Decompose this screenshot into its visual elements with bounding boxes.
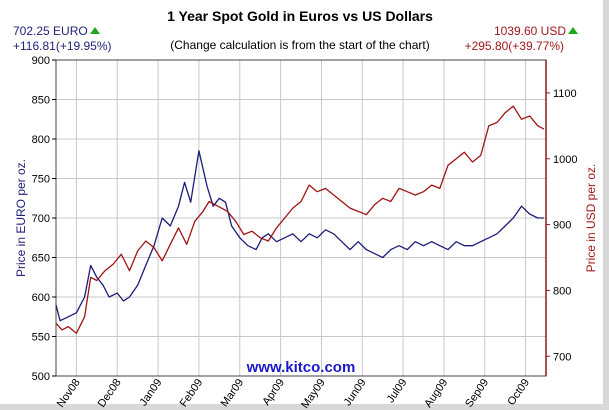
y-left-tick-label: 650 bbox=[32, 253, 50, 265]
x-tick-label: Mar09 bbox=[218, 377, 246, 409]
chart-subtitle: (Change calculation is from the start of… bbox=[170, 38, 430, 52]
y-left-axis-label: Price in EURO per oz. bbox=[14, 159, 28, 277]
usd-up-triangle-icon bbox=[568, 27, 578, 34]
eur-price-label: 702.25 EURO bbox=[13, 24, 88, 38]
watermark-text: www.kitco.com bbox=[246, 359, 356, 376]
x-tick-label: Jun09 bbox=[342, 377, 369, 408]
y-left-tick-label: 600 bbox=[32, 292, 50, 304]
y-left-tick-label: 550 bbox=[32, 332, 50, 344]
x-tick-label: Feb09 bbox=[178, 377, 206, 409]
y-right-tick-label: 700 bbox=[553, 351, 571, 363]
y-right-tick-label: 800 bbox=[553, 285, 571, 297]
y-left-tick-label: 750 bbox=[32, 174, 50, 186]
x-tick-label: Jul09 bbox=[385, 377, 410, 405]
y-right-axis-label: Price in USD per oz. bbox=[584, 164, 598, 273]
y-right-tick-label: 1000 bbox=[553, 154, 577, 166]
y-left-tick-label: 850 bbox=[32, 95, 50, 107]
x-tick-label: Aug09 bbox=[422, 377, 450, 410]
y-left-tick-label: 500 bbox=[32, 371, 50, 383]
x-tick-label: May09 bbox=[299, 377, 328, 410]
x-tick-label: Dec08 bbox=[96, 377, 124, 410]
usd-price-line bbox=[55, 105, 545, 334]
chart-title: 1 Year Spot Gold in Euros vs US Dollars bbox=[167, 8, 433, 24]
x-tick-label: Oct09 bbox=[505, 377, 532, 408]
y-right-tick-label: 1100 bbox=[553, 88, 577, 100]
eur-change-label: +116.81(+19.95%) bbox=[13, 39, 112, 53]
y-right-tick-label: 900 bbox=[553, 220, 571, 232]
usd-price-label: 1039.60 USD bbox=[493, 24, 566, 38]
y-left-tick-label: 800 bbox=[32, 134, 50, 146]
y-left-tick-label: 900 bbox=[32, 55, 50, 67]
eur-up-triangle-icon bbox=[90, 27, 100, 34]
euro-price-line bbox=[55, 150, 544, 322]
y-left-tick-label: 700 bbox=[32, 213, 50, 225]
x-tick-label: Sep09 bbox=[463, 377, 491, 410]
x-tick-label: Apr09 bbox=[260, 377, 287, 408]
x-tick-label: Nov08 bbox=[55, 377, 83, 410]
x-tick-label: Jan09 bbox=[138, 377, 165, 408]
usd-change-label: +295.80(+39.77%) bbox=[464, 39, 564, 53]
